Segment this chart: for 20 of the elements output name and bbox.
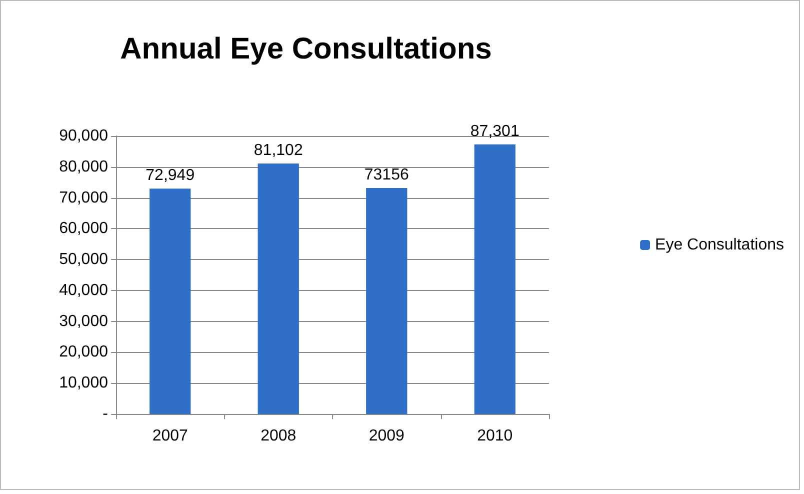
chart-title: Annual Eye Consultations bbox=[120, 32, 492, 66]
x-tick-label: 2010 bbox=[477, 428, 513, 444]
x-tick-label: 2008 bbox=[260, 428, 296, 444]
y-tick-label: 40,000 bbox=[59, 282, 108, 299]
data-label: 87,301 bbox=[470, 122, 520, 140]
data-label: 81,102 bbox=[254, 142, 303, 159]
y-tick-label: 70,000 bbox=[59, 189, 108, 206]
x-tick-label: 2007 bbox=[152, 428, 188, 444]
data-label: 73156 bbox=[364, 166, 409, 184]
y-tick-label: 50,000 bbox=[59, 251, 108, 268]
y-tick-label: - bbox=[102, 406, 108, 422]
y-tick-label: 30,000 bbox=[59, 312, 108, 330]
y-tick-label: 60,000 bbox=[59, 220, 108, 238]
x-tick-label: 2009 bbox=[368, 428, 405, 444]
legend-label: Eye Consultations bbox=[655, 236, 784, 254]
y-tick-label: 90,000 bbox=[59, 128, 108, 144]
y-tick-label: 20,000 bbox=[59, 344, 108, 361]
y-tick-label: 10,000 bbox=[59, 374, 108, 392]
y-tick-label: 80,000 bbox=[59, 158, 108, 176]
data-label: 72,949 bbox=[146, 167, 195, 184]
